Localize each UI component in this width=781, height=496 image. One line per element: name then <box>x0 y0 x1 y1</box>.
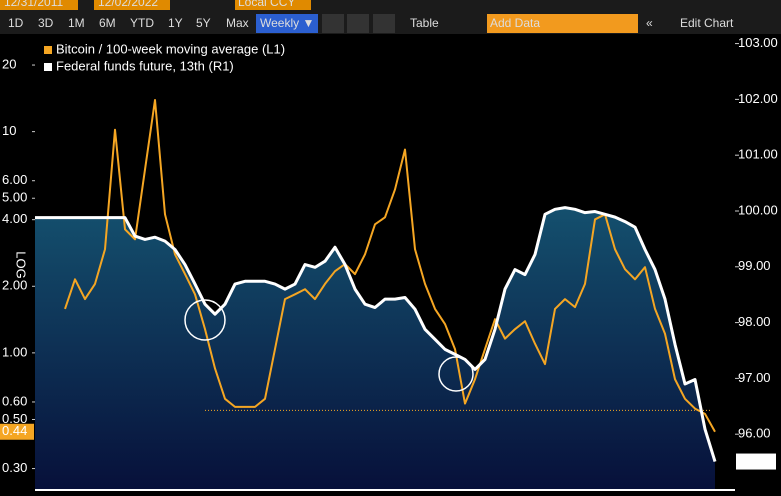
date-field[interactable] <box>94 0 170 10</box>
table-button[interactable]: Table <box>410 16 439 30</box>
y2-tick-label: 102.00 <box>738 91 778 106</box>
y2-tick-label: 100.00 <box>738 202 778 217</box>
last-value-tag <box>0 423 34 440</box>
highlight-circle <box>184 299 226 341</box>
range-button[interactable]: Max <box>226 16 249 30</box>
legend-label: Bitcoin / 100-week moving average (L1) <box>56 41 285 56</box>
legend <box>38 38 328 78</box>
add-data: Add Data <box>490 16 540 30</box>
y-tick-label: 0.60 <box>2 393 27 408</box>
currency-field[interactable] <box>235 0 311 10</box>
y2-tick-label: 99.00 <box>738 258 771 273</box>
y-tick-label: 10 <box>2 123 16 138</box>
range-button[interactable]: 5Y <box>196 16 211 30</box>
range-button[interactable]: YTD <box>130 16 154 30</box>
y-tick-label: 0.50 <box>2 411 27 426</box>
collapse-button[interactable]: « <box>646 16 653 30</box>
edit-chart[interactable]: Edit Chart <box>680 16 734 30</box>
area-fill <box>35 207 715 490</box>
y-tick-label: 6.00 <box>2 172 27 187</box>
legend-swatch <box>44 46 52 54</box>
y-tick-label: 0.30 <box>2 460 27 475</box>
last-value-tag <box>736 453 776 470</box>
y-tick-label: 4.00 <box>2 211 27 226</box>
line-icon[interactable] <box>322 14 344 33</box>
y2-tick-label: 101.00 <box>738 147 778 162</box>
legend-label: Federal funds future, 13th (R1) <box>56 58 234 73</box>
add-data-field[interactable] <box>487 14 638 33</box>
y-axis-label: LOG <box>14 251 29 278</box>
date-field[interactable] <box>0 0 78 10</box>
frequency: Weekly ▼ <box>260 16 314 30</box>
currency: Local CCY <box>238 0 295 9</box>
start-date: 12/31/2011 <box>4 0 63 9</box>
range-button[interactable]: 1M <box>68 16 85 30</box>
highlight-circle <box>438 356 474 392</box>
range-button[interactable]: 6M <box>99 16 116 30</box>
y2-tick-label: 97.00 <box>738 370 771 385</box>
y-tick-label: 2.00 <box>2 278 27 293</box>
end-date: 12/02/2022 <box>98 0 158 9</box>
y-tick-label: 1.00 <box>2 344 27 359</box>
series-line <box>35 206 717 462</box>
bar-icon[interactable] <box>347 14 369 33</box>
last-value-label: 0.44 <box>2 423 27 438</box>
y-tick-label: 5.00 <box>2 190 27 205</box>
last-value-label: 95.51 <box>739 453 772 468</box>
settings-icon[interactable] <box>373 14 395 33</box>
range-button[interactable]: 1D <box>8 16 24 30</box>
y2-tick-label: 98.00 <box>738 314 771 329</box>
y-tick-label: 20 <box>2 56 16 71</box>
frequency-button[interactable] <box>256 14 318 33</box>
y2-tick-label: 96.00 <box>738 426 771 441</box>
y2-tick-label: 103.00 <box>738 35 778 50</box>
range-button[interactable]: 1Y <box>168 16 183 30</box>
range-button[interactable]: 3D <box>38 16 54 30</box>
legend-swatch <box>44 63 52 71</box>
